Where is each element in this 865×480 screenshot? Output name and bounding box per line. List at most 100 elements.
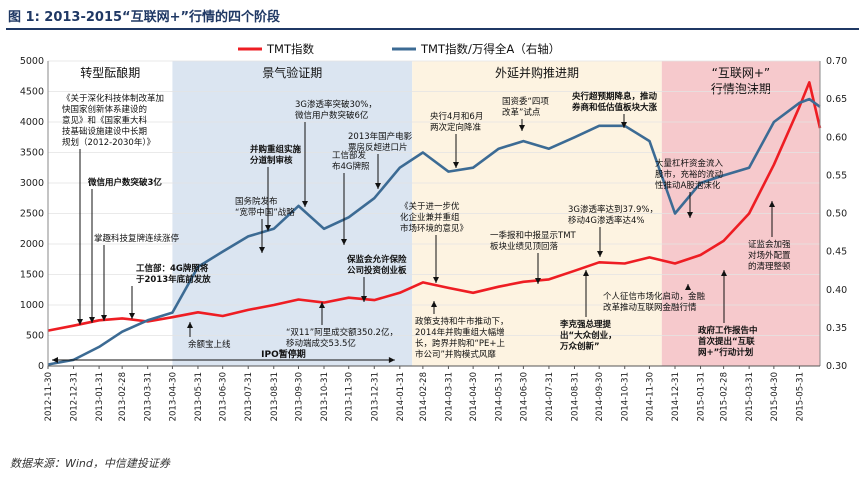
legend-label: TMT指数/万得全A（右轴） xyxy=(420,42,560,56)
annotation-arrowhead xyxy=(259,247,265,253)
annotation-line: 国资委“四项 xyxy=(502,96,549,107)
annotation-line: 国务院发布 xyxy=(235,196,278,207)
annotation-line: 两次定向降准 xyxy=(430,122,482,133)
x-tick-label: 2013-11-30 xyxy=(345,372,355,421)
annotation-line: 票房反超进口片 xyxy=(348,142,408,153)
annotation-line: 政策支持和牛市推动下， xyxy=(415,316,509,327)
x-tick-label: 2014-08-31 xyxy=(570,372,580,421)
annotation-text: 国务院发布“宽带中国”战略 xyxy=(235,196,295,218)
annotation-text: 3G渗透率达到37.9%，移动4G渗透率达4% xyxy=(568,204,658,226)
phase-label: “互联网+” 行情泡沫期 xyxy=(711,66,771,96)
annotation-arrowhead xyxy=(431,301,437,307)
y-left-tick-label: 1500 xyxy=(20,270,44,281)
x-tick-label: 2015-01-31 xyxy=(697,372,707,421)
series-line xyxy=(47,80,822,332)
phase-label-line: “互联网+” xyxy=(712,66,771,80)
legend: TMT指数 TMT指数/万得全A（右轴） xyxy=(238,42,560,56)
annotation-text: “双11”阿里成交额350.2亿，移动端成交53.5亿 xyxy=(286,327,398,349)
annotation-arrowhead xyxy=(453,162,459,168)
annotation-arrowhead xyxy=(89,317,95,323)
y-left-tick-label: 4000 xyxy=(20,117,44,128)
annotation-line: 移动4G渗透率达4% xyxy=(568,215,644,226)
annotation-line: 2014年并购重组大幅增 xyxy=(415,327,505,338)
legend-label: TMT指数 xyxy=(266,42,314,56)
annotation-arrowhead xyxy=(101,315,107,321)
annotation-arrowhead xyxy=(319,302,325,308)
annotation-line: 网+”行动计划 xyxy=(698,347,753,358)
annotation-line: “宽带中国”战略 xyxy=(235,207,295,218)
annotation-line: 大量杠杆资金流入 xyxy=(655,158,724,169)
annotation-line: 掌趣科技复牌连续涨停 xyxy=(94,233,180,244)
phase-label-line: 行情泡沫期 xyxy=(711,82,771,96)
annotation-line: 快国家创新体系建设的 xyxy=(62,104,147,115)
annotation-arrowhead xyxy=(375,183,381,189)
phase-label: 转型酝酿期 xyxy=(80,65,140,80)
annotation-line: 市公司”并购模式风靡 xyxy=(415,349,496,360)
y-right-tick-label: 0.55 xyxy=(826,170,847,181)
annotation-line: 改革”试点 xyxy=(502,107,541,118)
x-tick-label: 2012-12-31 xyxy=(70,372,80,421)
x-tick-label: 2013-05-31 xyxy=(194,372,204,421)
annotation-line: 政府工作报告中 xyxy=(698,325,758,336)
annotation-text: 央行超预期降息，推动券商和低估值板块大涨 xyxy=(571,91,658,113)
annotation-line: 股市，充裕的流动 xyxy=(655,169,724,180)
annotation-text: 《关于进一步优化企业兼并重组市场环境的意见》 xyxy=(400,201,468,234)
annotation-arrowhead xyxy=(583,270,589,276)
annotation-arrowhead xyxy=(621,122,627,128)
y-left-tick-label: 3000 xyxy=(20,178,44,189)
annotation-text: 大量杠杆资金流入股市，充裕的流动性推动A股泡沫化 xyxy=(655,158,724,191)
x-tick-label: 2013-02-28 xyxy=(118,372,128,421)
y-left-tick-label: 1000 xyxy=(20,300,44,311)
x-tick-label: 2013-09-30 xyxy=(294,372,304,421)
x-tick-label: 2013-10-31 xyxy=(320,372,330,421)
annotation-text: 并购重组实施分道制审核 xyxy=(250,144,302,166)
annotation-line: 对场外配置 xyxy=(748,250,791,261)
annotation-text: 掌趣科技复牌连续涨停 xyxy=(94,233,180,244)
annotation-line: 板块业绩见顶回落 xyxy=(490,241,559,252)
ipo-arrowhead xyxy=(388,357,395,363)
annotation-line: 2013年国产电影 xyxy=(348,131,413,142)
annotation-line: 央行4月和6月 xyxy=(430,111,483,122)
annotation-text: 《关于深化科技体制改革加快国家创新体系建设的意见》和《国家重大科技基础设施建设中… xyxy=(62,93,164,148)
annotation-arrowhead xyxy=(433,277,439,283)
annotation-line: 性推动A股泡沫化 xyxy=(655,180,721,191)
annotation-arrowhead xyxy=(129,313,135,319)
annotation-line: 个人征信市场化启动，金融 xyxy=(603,291,706,302)
annotation-text: 个人征信市场化启动，金融改革推动互联网金融行情 xyxy=(603,291,706,313)
annotation-text: 工信部发布4G牌照 xyxy=(332,150,370,172)
y-left-tick-label: 2500 xyxy=(20,209,44,220)
x-tick-label: 2013-12-31 xyxy=(370,372,380,421)
annotation-line: 技基础设施建设中长期 xyxy=(62,126,147,137)
annotation-arrowhead xyxy=(721,270,727,276)
annotation-line: 出“大众创业， xyxy=(560,330,617,341)
annotation-text: 余额宝上线 xyxy=(188,339,231,350)
annotations: 《关于深化科技体制改革加快国家创新体系建设的意见》和《国家重大科技基础设施建设中… xyxy=(52,91,791,363)
phase-label: 外延并购推进期 xyxy=(495,65,579,80)
phase-label: 景气验证期 xyxy=(262,65,322,80)
annotation-line: 证监会加强 xyxy=(748,239,791,250)
annotation-text: 政府工作报告中首次提出“互联网+”行动计划 xyxy=(698,325,758,358)
annotation-text: 一季报和中报显示TMT 板块业绩见顶回落 xyxy=(490,230,577,252)
x-tick-label: 2012-11-30 xyxy=(44,372,54,421)
annotation-text: 政策支持和牛市推动下， 2014年并购重组大幅增长，跨界并购和“PE+上市公司”并… xyxy=(415,316,509,360)
annotation-arrowhead xyxy=(302,201,308,207)
x-tick-label: 2014-02-28 xyxy=(419,372,429,421)
x-tick-label: 2014-09-30 xyxy=(595,372,605,421)
x-tick-label: 2014-10-31 xyxy=(621,372,631,421)
annotation-line: 一季报和中报显示TMT xyxy=(490,230,577,241)
ipo-label: IPO暂停期 xyxy=(261,348,306,360)
x-tick-label: 2013-07-31 xyxy=(244,372,254,421)
annotation-line: 并购重组实施 xyxy=(250,144,302,155)
annotation-line: 央行超预期降息，推动 xyxy=(572,91,658,102)
annotation-line: 保监会允许保险 xyxy=(346,254,407,265)
annotation-text: 李克强总理提出“大众创业，万众创新” xyxy=(559,319,617,352)
annotation-line: 李克强总理提 xyxy=(559,319,612,330)
y-left-tick-label: 2000 xyxy=(20,239,44,250)
annotation-line: 分道制审核 xyxy=(250,155,293,166)
annotation-line: 工信部发 xyxy=(332,150,367,161)
annotation-line: 微信用户数突破6亿 xyxy=(295,110,368,121)
annotation-text: 微信用户数突破3亿 xyxy=(87,177,162,188)
annotation-line: 意见》和《国家重大科 xyxy=(62,115,148,126)
annotation-line: 《关于进一步优 xyxy=(400,201,460,212)
annotation-line: 公司投资创业板 xyxy=(347,265,407,276)
